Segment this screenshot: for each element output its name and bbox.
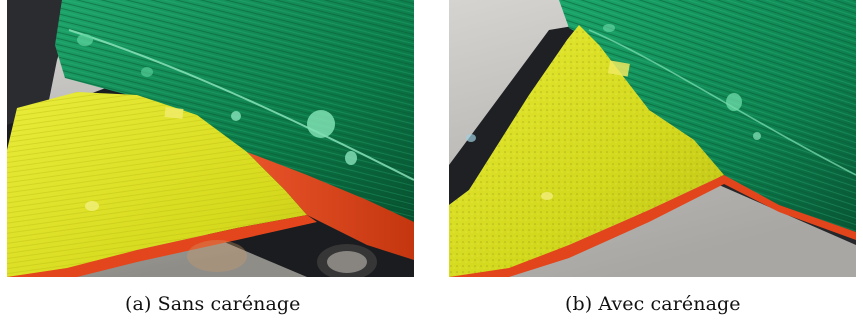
photo-sans-carenage	[7, 0, 414, 277]
figure-panel-b: (b) Avec carénage	[449, 0, 856, 315]
caption-b: (b) Avec carénage	[565, 293, 741, 315]
photo-avec-carenage	[449, 0, 856, 277]
caption-a: (a) Sans carénage	[125, 293, 301, 315]
figure-panel-a: (a) Sans carénage	[7, 0, 414, 315]
